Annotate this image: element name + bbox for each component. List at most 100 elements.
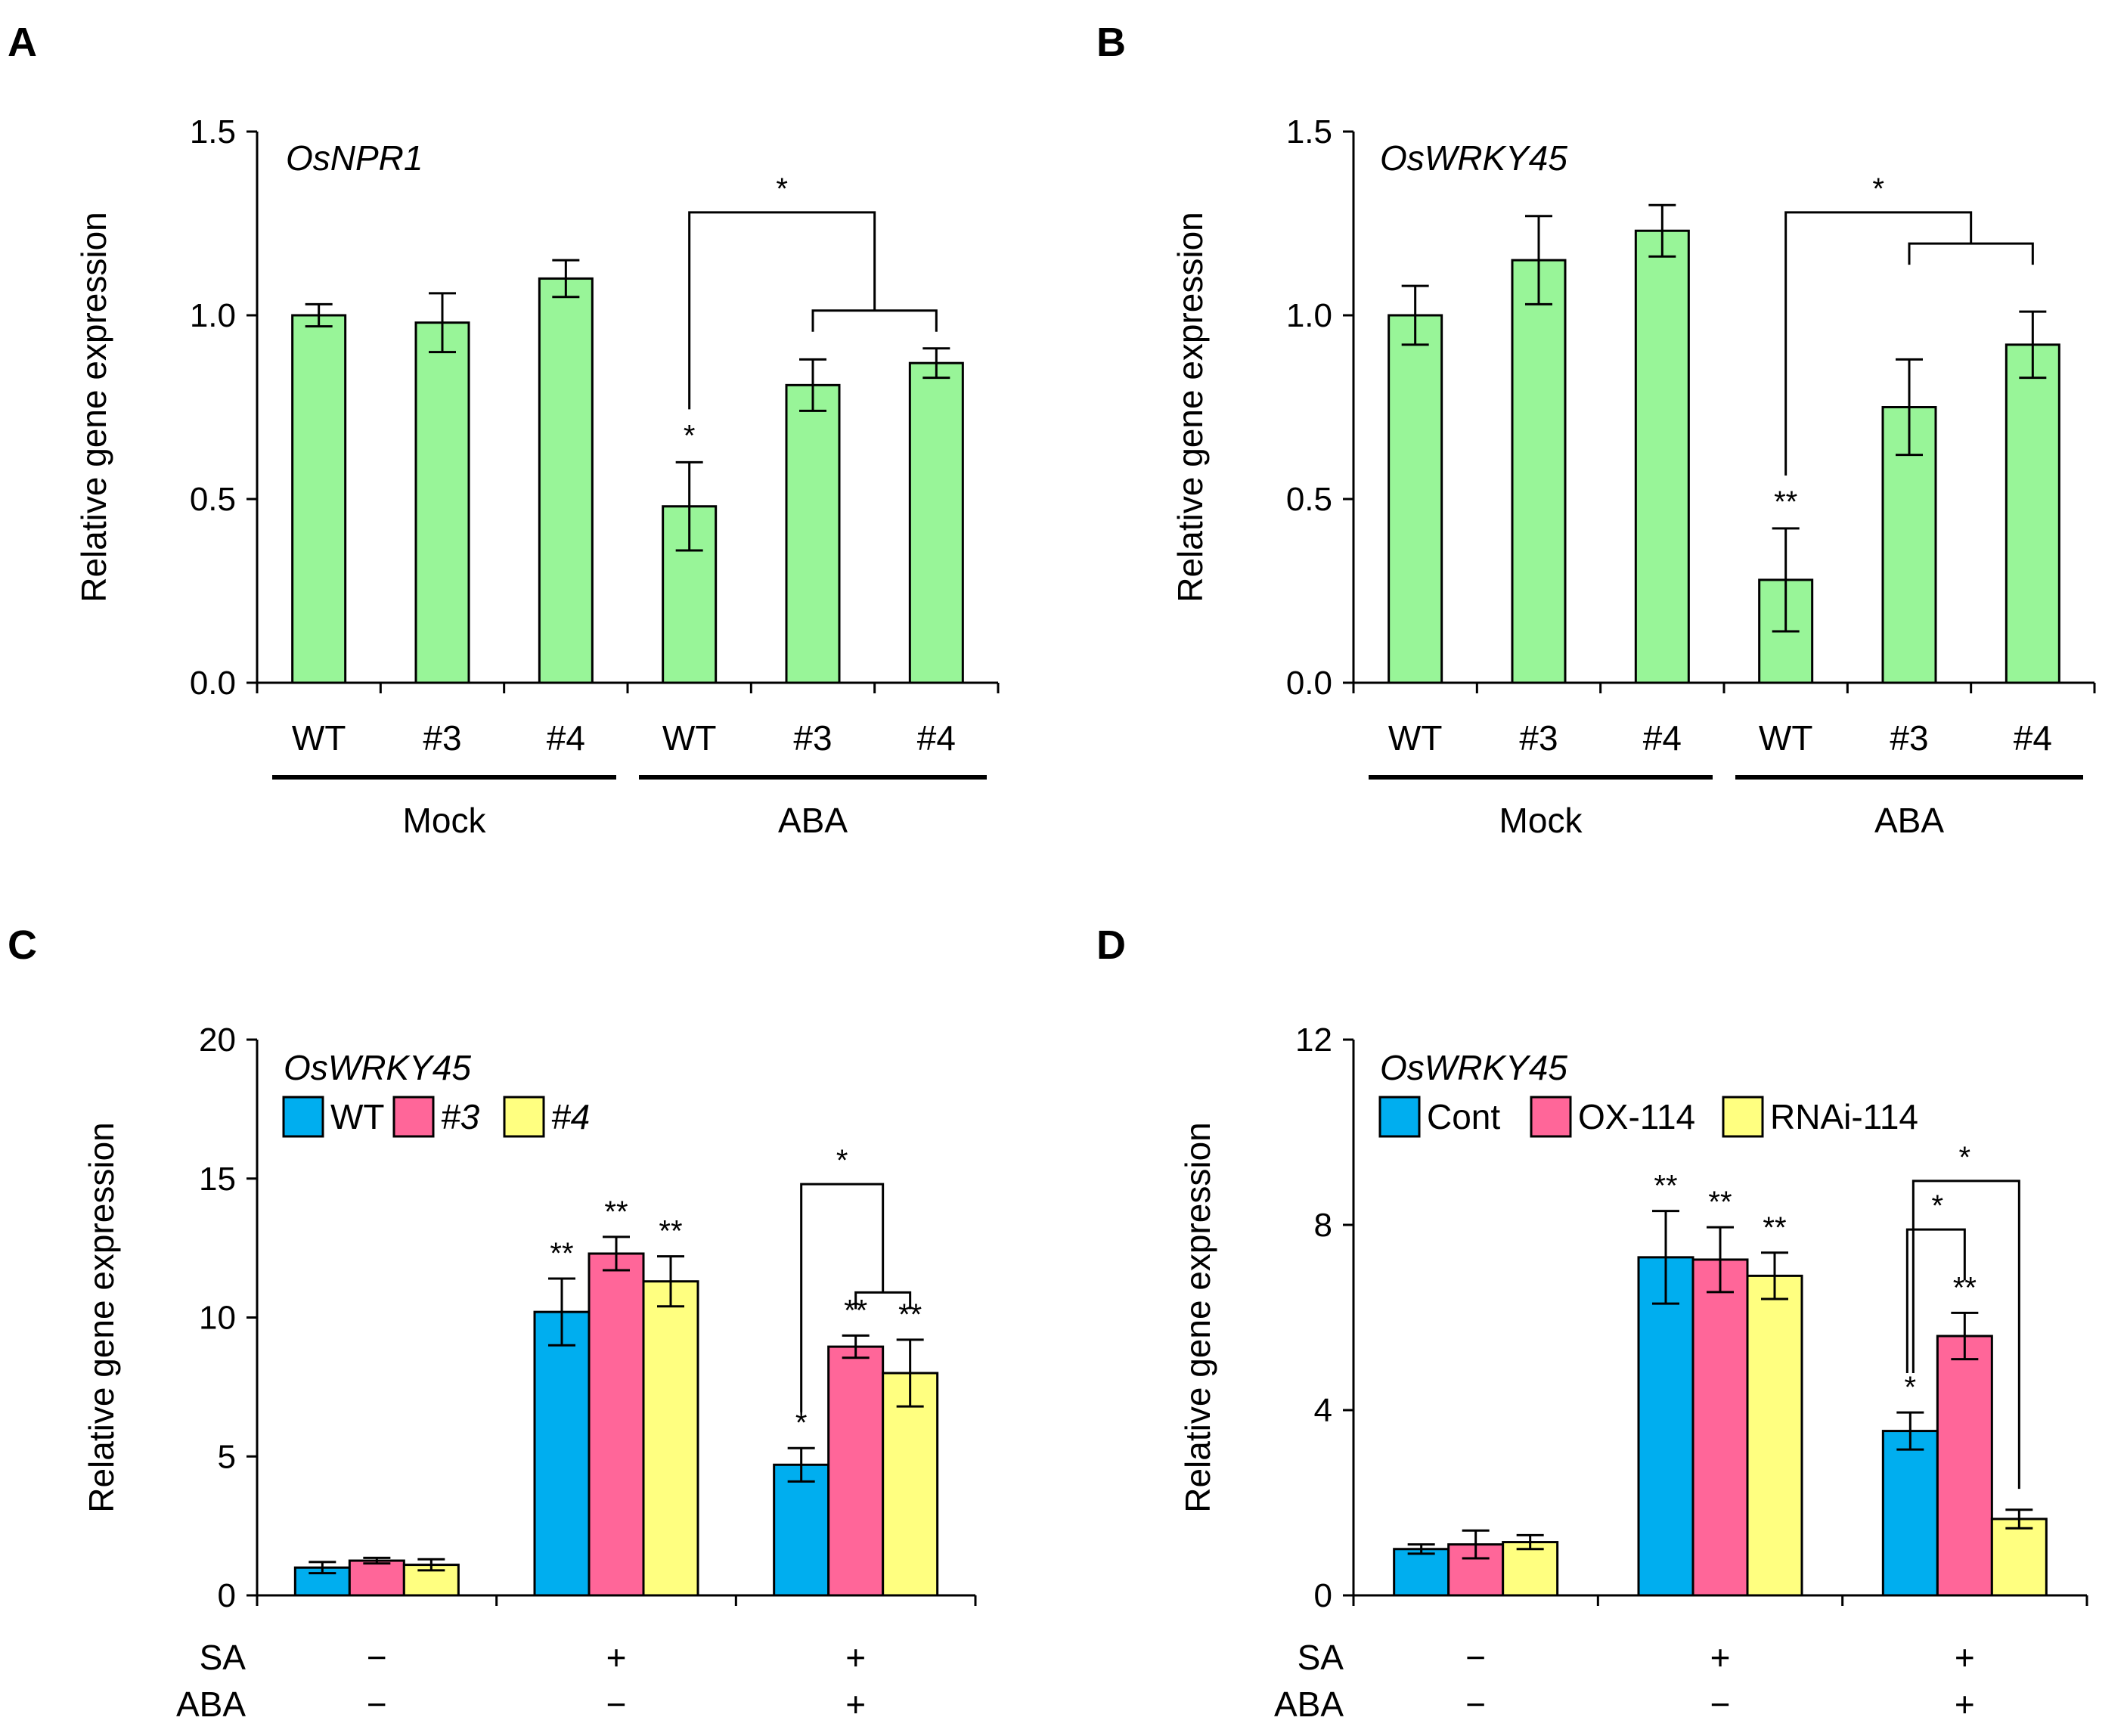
panel-letter: A: [8, 20, 37, 65]
y-tick-label: 0: [1314, 1577, 1332, 1614]
group-label: Mock: [1499, 801, 1583, 840]
bar: [533, 1310, 591, 1597]
bar: [642, 1280, 699, 1597]
legend-label: #4: [551, 1097, 590, 1136]
y-tick-label: 1.0: [190, 297, 236, 334]
legend-label: OX-114: [1578, 1097, 1695, 1136]
treatment-sa: +: [845, 1638, 866, 1677]
bar: [2005, 343, 2060, 684]
treatment-aba: −: [1710, 1685, 1731, 1724]
panel-letter: D: [1096, 922, 1126, 968]
bracket-star: *: [1932, 1189, 1944, 1223]
category-label: #4: [2014, 718, 2052, 758]
legend-label: #3: [441, 1097, 480, 1136]
y-tick-label: 15: [199, 1161, 236, 1198]
treatment-row-label: SA: [1298, 1638, 1344, 1677]
bracket-star: *: [1959, 1141, 1971, 1174]
significance-star: *: [1905, 1371, 1917, 1404]
y-tick-label: 20: [199, 1021, 236, 1059]
bar: [1746, 1274, 1803, 1597]
legend-swatch: [1378, 1096, 1421, 1138]
bar: [1637, 1256, 1694, 1597]
y-axis-label: Relative gene expression: [1170, 212, 1210, 603]
group-label: ABA: [778, 801, 848, 840]
legend-swatch: [392, 1096, 435, 1138]
bracket-outer: [800, 1183, 885, 1412]
y-axis-label: Relative gene expression: [74, 212, 113, 603]
panel-B: B 0.0 0.5 1.0 1.5 Relative gene expression OsW…: [1096, 20, 2096, 840]
bracket-inner: [854, 1291, 912, 1310]
significance-star: *: [684, 419, 696, 452]
treatment-aba: −: [606, 1685, 627, 1724]
bar: [1881, 1430, 1939, 1597]
group-label: ABA: [1874, 801, 1944, 840]
treatment-aba: −: [367, 1685, 387, 1724]
gene-label: OsWRKY45: [1380, 138, 1567, 178]
bracket-star: *: [1872, 172, 1884, 206]
panel-letter: B: [1096, 20, 1126, 65]
category-label: #3: [423, 718, 461, 758]
bar: [588, 1252, 645, 1597]
y-tick-label: 12: [1295, 1021, 1332, 1059]
group-label: Mock: [403, 801, 487, 840]
bracket-star: *: [836, 1144, 848, 1177]
treatment-row-label: ABA: [1274, 1685, 1344, 1724]
bar: [1990, 1517, 2048, 1597]
y-axis-label: Relative gene expression: [1178, 1122, 1217, 1513]
bar: [882, 1372, 939, 1597]
y-tick-label: 1.5: [190, 113, 236, 150]
significance-star: **: [1774, 485, 1797, 519]
category-label: WT: [1388, 718, 1443, 758]
significance-star: **: [604, 1195, 628, 1229]
category-label: #4: [917, 718, 956, 758]
y-tick-label: 0: [218, 1577, 236, 1614]
gene-label: OsWRKY45: [284, 1048, 471, 1087]
bar: [773, 1463, 830, 1597]
significance-star: **: [550, 1237, 573, 1270]
bracket-2: [1912, 1180, 2020, 1490]
treatment-sa: −: [367, 1638, 387, 1677]
category-label: WT: [1759, 718, 1813, 758]
panel-D: D 0 4 8 12 Relative gene expression OsWRKY45 Co…: [1096, 922, 2088, 1724]
y-tick-label: 1.5: [1286, 113, 1332, 150]
significance-star: **: [1654, 1170, 1677, 1203]
significance-star: **: [1763, 1211, 1786, 1245]
bracket-star: *: [776, 172, 788, 206]
y-tick-label: 8: [1314, 1207, 1332, 1244]
category-label: WT: [292, 718, 346, 758]
category-label: #4: [1643, 718, 1682, 758]
bar: [1388, 314, 1443, 684]
panel-A: A 0.0 0.5 1.0 1.5 Relative gene expression OsN…: [8, 20, 1000, 840]
category-label: #3: [1890, 718, 1928, 758]
bar: [291, 314, 347, 684]
bar: [1936, 1335, 1993, 1597]
treatment-aba: +: [845, 1685, 866, 1724]
bracket-outer: [688, 211, 876, 410]
y-tick-label: 0.5: [190, 481, 236, 518]
bar: [1511, 259, 1567, 684]
treatment-aba: −: [1465, 1685, 1486, 1724]
legend-swatch: [1722, 1096, 1764, 1138]
treatment-sa: +: [606, 1638, 627, 1677]
y-tick-label: 4: [1314, 1392, 1332, 1429]
y-tick-label: 10: [199, 1300, 236, 1337]
y-tick-label: 1.0: [1286, 297, 1332, 334]
treatment-sa: +: [1710, 1638, 1731, 1677]
category-label: #4: [547, 718, 585, 758]
treatment-aba: +: [1955, 1685, 1975, 1724]
y-tick-label: 0.5: [1286, 481, 1332, 518]
gene-label: OsWRKY45: [1380, 1048, 1567, 1087]
y-tick-label: 0.0: [1286, 665, 1332, 702]
bracket-inner: [811, 309, 938, 332]
bracket-inner: [1908, 242, 2034, 265]
category-label: WT: [662, 718, 717, 758]
significance-star: **: [1708, 1186, 1732, 1219]
treatment-sa: −: [1465, 1638, 1486, 1677]
bracket-1: [1905, 1228, 1966, 1373]
treatment-sa: +: [1955, 1638, 1975, 1677]
legend-label: WT: [330, 1097, 385, 1136]
legend-swatch: [503, 1096, 545, 1138]
panel-letter: C: [8, 922, 37, 968]
bar: [908, 361, 964, 684]
